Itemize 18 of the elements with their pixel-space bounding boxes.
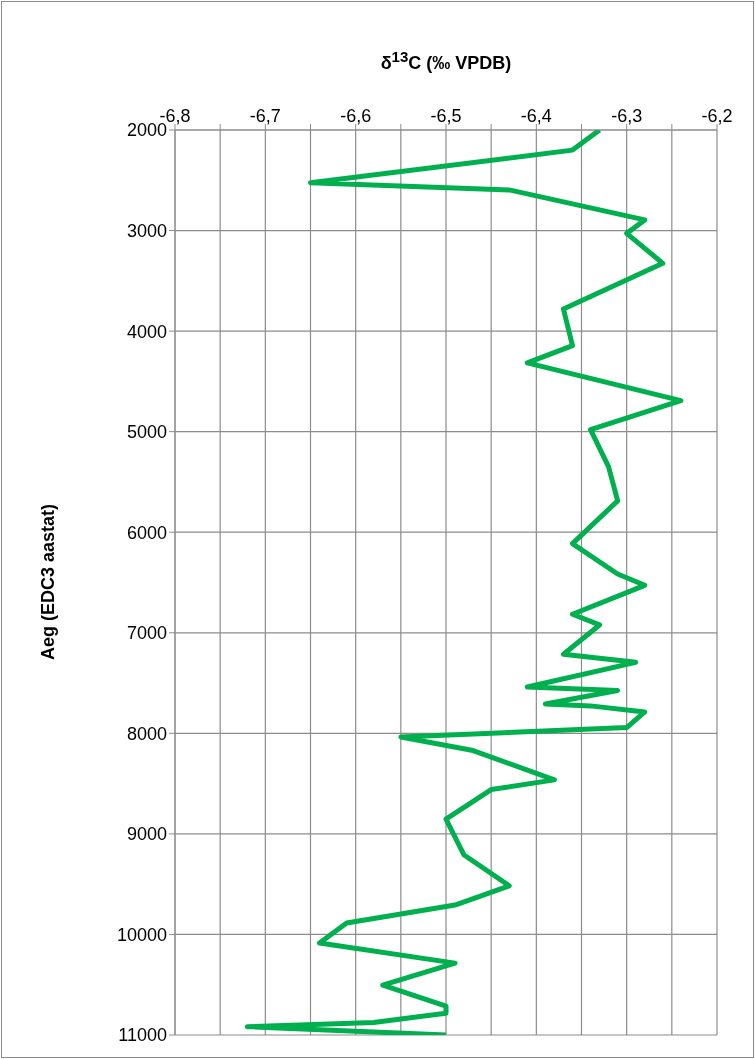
y-tick-label: 8000 xyxy=(126,723,167,744)
x-tick-label: -6,4 xyxy=(520,106,552,126)
y-tick-label: 6000 xyxy=(126,522,167,543)
y-axis-title: Aeg (EDC3 aastat) xyxy=(37,503,59,661)
x-axis-title: δ$^{13}$C (‰ VPDB) xyxy=(379,48,513,74)
y-tick-label: 7000 xyxy=(126,623,167,644)
y-tick-label: 11000 xyxy=(118,1025,167,1046)
x-tick-label: -6,5 xyxy=(430,106,462,126)
x-tick-label: -6,2 xyxy=(701,106,733,126)
y-tick-label: 9000 xyxy=(126,824,167,845)
y-tick-label: 10000 xyxy=(116,924,167,945)
y-tick-label: 2000 xyxy=(126,120,167,141)
x-tick-label: -6,3 xyxy=(611,106,643,126)
y-tick-label: 3000 xyxy=(126,220,167,241)
x-tick-label: -6,6 xyxy=(340,106,372,126)
y-tick-label: 4000 xyxy=(126,321,167,342)
x-tick-label: -6,7 xyxy=(249,106,281,126)
y-tick-label: 5000 xyxy=(126,422,167,443)
